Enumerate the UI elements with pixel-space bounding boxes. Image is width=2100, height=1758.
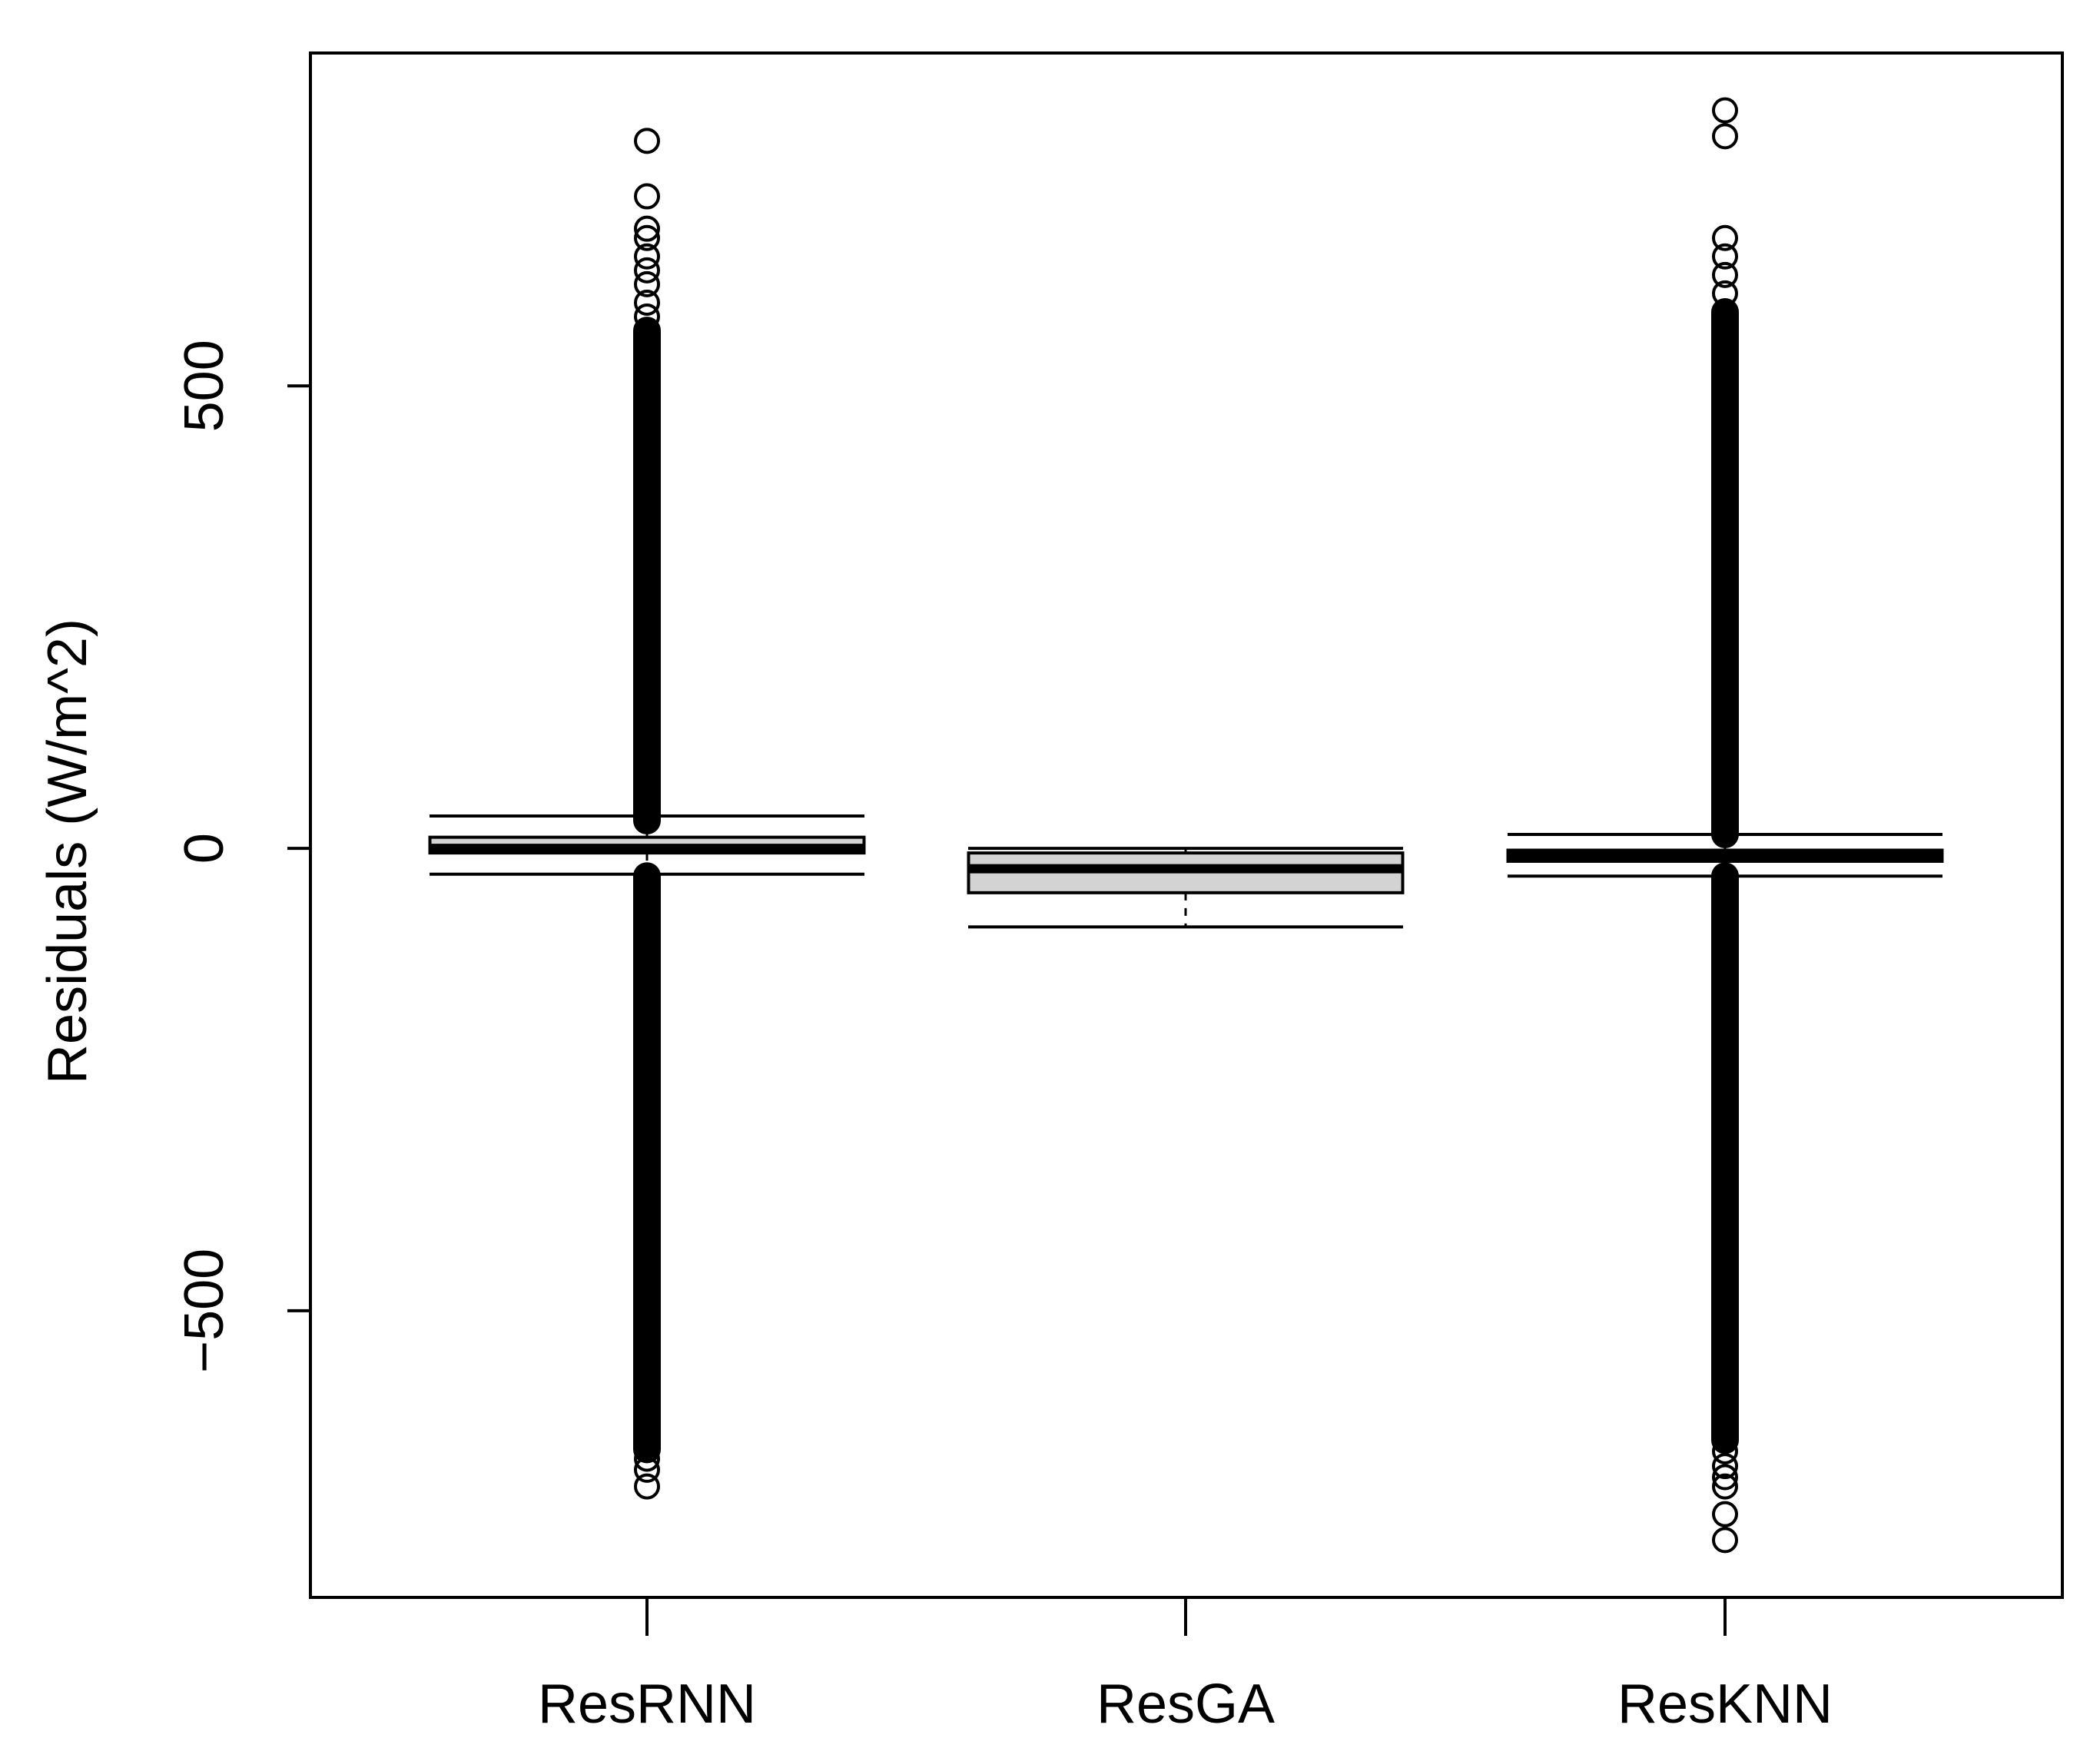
outlier-point (1712, 1297, 1738, 1324)
outlier-point (1712, 327, 1738, 353)
outlier-point (634, 1419, 660, 1446)
outlier-point (634, 1390, 660, 1417)
outlier-point (634, 1358, 660, 1385)
x-axis: ResRNN ResGA ResKNN (538, 1597, 1833, 1735)
outlier-point (634, 128, 660, 154)
y-axis: −500 0 500 (174, 340, 312, 1373)
outlier-point (634, 1445, 660, 1472)
y-axis-title: Residuals (W/m^2) (37, 619, 98, 1084)
outlier-point (634, 345, 660, 372)
outlier-point (634, 257, 660, 284)
outlier-point (1712, 299, 1738, 326)
outlier-point (1712, 1381, 1738, 1408)
outlier-point (1712, 224, 1738, 251)
outlier-point (634, 331, 660, 358)
outlier-point (634, 317, 660, 344)
y-tick-label: 500 (174, 340, 235, 432)
outlier-point (1712, 1427, 1738, 1454)
plot-frame (309, 51, 2064, 1599)
outlier-point (1712, 1527, 1738, 1554)
outlier-point (634, 224, 660, 251)
outlier-point (634, 1473, 660, 1500)
outlier-point (1712, 1410, 1738, 1437)
outlier-point (1712, 1501, 1738, 1527)
box-resga (967, 847, 1405, 929)
outlier-point (1712, 261, 1738, 288)
outlier-point (634, 289, 660, 316)
y-tick-label: 0 (174, 833, 235, 864)
outlier-point (1712, 280, 1738, 307)
outlier-point (634, 183, 660, 210)
outlier-band (1711, 862, 1739, 1454)
outlier-point (634, 1376, 660, 1403)
box-plot-marks (428, 97, 1944, 1554)
outlier-point (1712, 123, 1738, 150)
outlier-point (1712, 354, 1738, 381)
outlier-point (1712, 243, 1738, 270)
x-tick-label-resrnn: ResRNN (538, 1673, 756, 1735)
x-tick-label-resknn: ResKNN (1617, 1673, 1833, 1735)
outlier-point (634, 1435, 660, 1461)
outlier-point (1712, 1438, 1738, 1464)
outlier-point (1712, 1395, 1738, 1421)
outlier-point (1712, 1464, 1738, 1491)
outlier-band (633, 862, 661, 1464)
outlier-point (1712, 1453, 1738, 1480)
outlier-point (1712, 97, 1738, 124)
outlier-point (634, 304, 660, 330)
outlier-band (1711, 298, 1739, 849)
outlier-point (634, 270, 660, 297)
outlier-point (634, 1406, 660, 1433)
outlier-point (1712, 1473, 1738, 1500)
y-tick-label: −500 (174, 1249, 235, 1373)
outlier-point (634, 243, 660, 270)
outlier-point (1712, 1315, 1738, 1342)
outlier-point (634, 1315, 660, 1342)
box-resknn (1506, 97, 1944, 1554)
outlier-point (634, 1279, 660, 1305)
outlier-band (633, 317, 661, 834)
outlier-point (634, 1297, 660, 1324)
box-resrnn (428, 128, 866, 1500)
outlier-point (634, 215, 660, 242)
x-tick-label-resga: ResGA (1096, 1673, 1275, 1735)
